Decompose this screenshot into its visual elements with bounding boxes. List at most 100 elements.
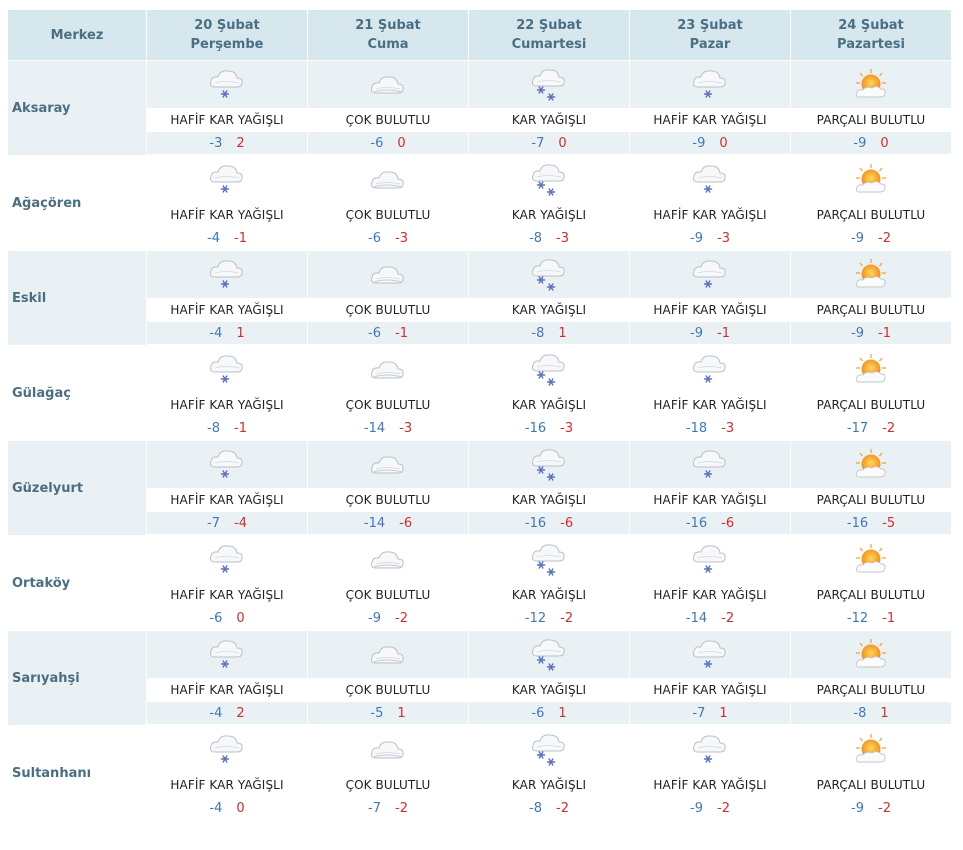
- header-day-5: 24 Şubat Pazartesi: [791, 10, 951, 60]
- temperature-range: -4 -1: [147, 227, 307, 249]
- partly-cloudy-icon: [851, 162, 891, 198]
- min-temp: -9: [851, 230, 864, 246]
- temperature-range: -12 -2: [469, 607, 629, 629]
- temperature-range: -6 -3: [308, 227, 468, 249]
- header-date: 21 Şubat: [355, 18, 421, 33]
- condition-label: PARÇALI BULUTLU: [791, 298, 951, 322]
- light-snow-icon: [207, 162, 247, 198]
- max-temp: 0: [719, 135, 728, 151]
- condition-label: HAFİF KAR YAĞIŞLI: [630, 298, 790, 322]
- temperature-range: -9 -1: [630, 322, 790, 344]
- temperature-range: -6 1: [469, 702, 629, 724]
- temperature-range: -8 -2: [469, 797, 629, 819]
- temperature-range: -14 -6: [308, 512, 468, 534]
- min-temp: -8: [529, 230, 542, 246]
- temperature-range: -8 1: [791, 702, 951, 724]
- temperature-range: -5 1: [308, 702, 468, 724]
- max-temp: -2: [717, 800, 730, 816]
- max-temp: -1: [882, 610, 896, 626]
- condition-label: KAR YAĞIŞLI: [469, 108, 629, 132]
- location-name: Sultanhanı: [8, 726, 146, 820]
- header-weekday: Perşembe: [190, 37, 264, 52]
- temperature-range: -17 -2: [791, 417, 951, 439]
- header-merkez-label: Merkez: [50, 27, 104, 43]
- condition-label: ÇOK BULUTLU: [308, 583, 468, 607]
- forecast-cell: HAFİF KAR YAĞIŞLI -4 1: [147, 251, 307, 345]
- condition-label: PARÇALI BULUTLU: [791, 488, 951, 512]
- min-temp: -6: [531, 705, 545, 721]
- light-snow-icon: [207, 352, 247, 388]
- temperature-range: -4 1: [147, 322, 307, 344]
- max-temp: 1: [880, 705, 889, 721]
- cloudy-icon: [368, 261, 408, 289]
- condition-label: HAFİF KAR YAĞIŞLI: [630, 393, 790, 417]
- temperature-range: -7 -2: [308, 797, 468, 819]
- partly-cloudy-icon: [851, 542, 891, 578]
- forecast-cell: KAR YAĞIŞLI -12 -2: [469, 536, 629, 630]
- condition-label: HAFİF KAR YAĞIŞLI: [147, 393, 307, 417]
- min-temp: -16: [846, 515, 869, 531]
- max-temp: -3: [717, 230, 730, 246]
- condition-label: ÇOK BULUTLU: [308, 203, 468, 227]
- max-temp: 1: [558, 705, 567, 721]
- cloudy-icon: [368, 71, 408, 99]
- light-snow-icon: [207, 637, 247, 673]
- header-weekday: Cumartesi: [511, 37, 587, 52]
- forecast-cell: KAR YAĞIŞLI -16 -3: [469, 346, 629, 440]
- forecast-cell: HAFİF KAR YAĞIŞLI -4 -1: [147, 156, 307, 250]
- max-temp: 2: [236, 135, 245, 151]
- header-day-1: 20 Şubat Perşembe: [147, 10, 307, 60]
- min-temp: -9: [853, 135, 867, 151]
- temperature-range: -18 -3: [630, 417, 790, 439]
- light-snow-icon: [690, 732, 730, 768]
- forecast-cell: ÇOK BULUTLU -6 0: [308, 61, 468, 155]
- header-date: 22 Şubat: [516, 18, 582, 33]
- forecast-cell: HAFİF KAR YAĞIŞLI -14 -2: [630, 536, 790, 630]
- condition-label: KAR YAĞIŞLI: [469, 583, 629, 607]
- forecast-cell: HAFİF KAR YAĞIŞLI -7 -4: [147, 441, 307, 535]
- max-temp: -6: [560, 515, 574, 531]
- condition-label: PARÇALI BULUTLU: [791, 583, 951, 607]
- min-temp: -9: [851, 325, 864, 341]
- condition-label: HAFİF KAR YAĞIŞLI: [147, 298, 307, 322]
- min-temp: -4: [209, 800, 223, 816]
- location-name: Güzelyurt: [8, 441, 146, 535]
- max-temp: 2: [236, 705, 245, 721]
- light-snow-icon: [207, 67, 247, 103]
- forecast-cell: HAFİF KAR YAĞIŞLI -4 0: [147, 726, 307, 820]
- min-temp: -12: [524, 610, 547, 626]
- cloudy-icon: [368, 736, 408, 764]
- max-temp: -1: [395, 325, 408, 341]
- temperature-range: -9 0: [791, 132, 951, 154]
- forecast-cell: HAFİF KAR YAĞIŞLI -4 2: [147, 631, 307, 725]
- temperature-range: -6 -1: [308, 322, 468, 344]
- min-temp: -6: [209, 610, 223, 626]
- forecast-cell: KAR YAĞIŞLI -6 1: [469, 631, 629, 725]
- temperature-range: -9 -3: [630, 227, 790, 249]
- forecast-cell: HAFİF KAR YAĞIŞLI -18 -3: [630, 346, 790, 440]
- cloudy-icon: [368, 641, 408, 669]
- min-temp: -16: [524, 420, 547, 436]
- min-temp: -6: [370, 135, 384, 151]
- condition-label: ÇOK BULUTLU: [308, 773, 468, 797]
- condition-label: ÇOK BULUTLU: [308, 393, 468, 417]
- condition-label: HAFİF KAR YAĞIŞLI: [630, 583, 790, 607]
- condition-label: KAR YAĞIŞLI: [469, 773, 629, 797]
- max-temp: -2: [878, 800, 891, 816]
- snow-icon: [529, 541, 569, 579]
- max-temp: -2: [882, 420, 896, 436]
- header-weekday: Pazartesi: [837, 37, 905, 52]
- min-temp: -7: [692, 705, 706, 721]
- location-name: Sarıyahşi: [8, 631, 146, 725]
- forecast-cell: PARÇALI BULUTLU -16 -5: [791, 441, 951, 535]
- max-temp: -6: [399, 515, 413, 531]
- condition-label: PARÇALI BULUTLU: [791, 773, 951, 797]
- min-temp: -6: [368, 230, 381, 246]
- partly-cloudy-icon: [851, 67, 891, 103]
- temperature-range: -4 2: [147, 702, 307, 724]
- forecast-cell: PARÇALI BULUTLU -9 -1: [791, 251, 951, 345]
- temperature-range: -3 2: [147, 132, 307, 154]
- min-temp: -8: [207, 420, 220, 436]
- partly-cloudy-icon: [851, 732, 891, 768]
- min-temp: -8: [531, 325, 545, 341]
